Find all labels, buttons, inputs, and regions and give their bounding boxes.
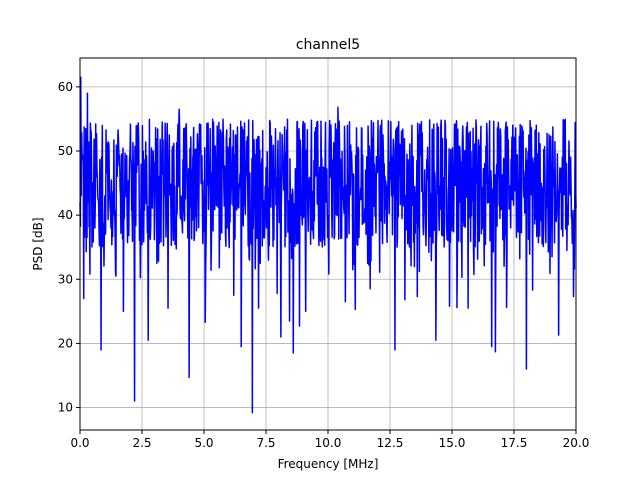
x-tick-label: 20.0 [563, 436, 590, 450]
x-tick-label: 10.0 [315, 436, 342, 450]
x-tick-label: 5.0 [194, 436, 213, 450]
y-axis-ticks: 10 20 30 40 50 60 [58, 80, 80, 415]
x-tick-label: 17.5 [501, 436, 528, 450]
psd-series-line [79, 76, 577, 414]
y-tick-label: 60 [58, 80, 73, 94]
y-tick-label: 50 [58, 144, 73, 158]
x-axis-ticks: 0.0 2.5 5.0 7.5 10.0 12.5 15.0 17.5 20.0 [70, 430, 589, 450]
x-tick-label: 2.5 [132, 436, 151, 450]
x-tick-label: 15.0 [439, 436, 466, 450]
y-tick-label: 30 [58, 272, 73, 286]
y-tick-label: 40 [58, 208, 73, 222]
plot-area [79, 76, 577, 414]
chart-title: channel5 [296, 37, 360, 53]
y-tick-label: 10 [58, 401, 73, 415]
y-axis-label: PSD [dB] [31, 217, 45, 270]
x-tick-label: 12.5 [377, 436, 404, 450]
y-tick-label: 20 [58, 336, 73, 350]
x-axis-label: Frequency [MHz] [278, 457, 379, 471]
x-tick-label: 7.5 [256, 436, 275, 450]
x-tick-label: 0.0 [70, 436, 89, 450]
